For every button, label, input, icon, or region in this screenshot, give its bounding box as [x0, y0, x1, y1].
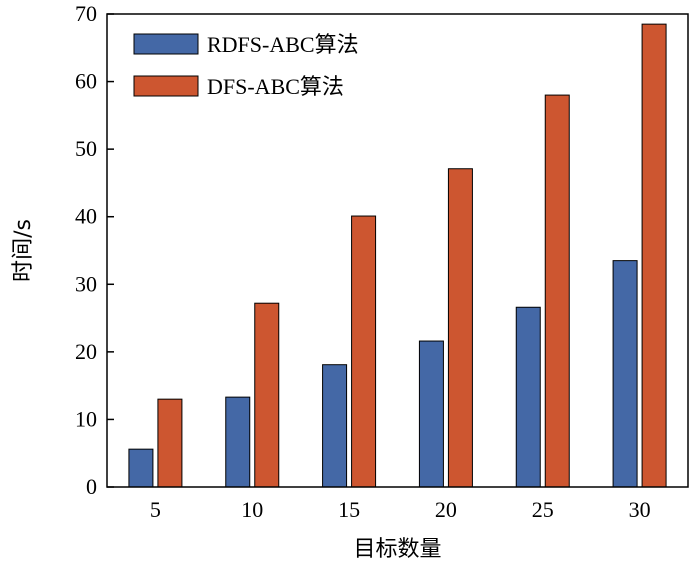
y-tick-label: 50 [75, 136, 97, 161]
y-tick-label: 40 [75, 204, 97, 229]
legend: RDFS-ABC算法 DFS-ABC算法 [133, 32, 359, 99]
y-tick-label: 30 [75, 271, 97, 296]
legend-label: DFS-ABC算法 [207, 74, 344, 99]
x-axis: 5 10 15 20 25 30 [150, 497, 651, 522]
x-tick-label: 10 [241, 497, 263, 522]
bar-rdfs-abc [128, 448, 154, 488]
bar-dfs-abc [447, 168, 473, 488]
bar-rdfs-abc [225, 396, 251, 488]
y-tick-label: 20 [75, 339, 97, 364]
y-axis-label: 时间/s [11, 219, 36, 282]
legend-label: RDFS-ABC算法 [207, 32, 359, 57]
bar-rdfs-abc [515, 306, 541, 488]
bar-dfs-abc [254, 302, 280, 488]
y-tick-label: 70 [75, 1, 97, 26]
x-tick-label: 25 [532, 497, 554, 522]
bar-dfs-abc [544, 94, 570, 488]
x-axis-label: 目标数量 [353, 537, 441, 562]
x-tick-label: 20 [435, 497, 457, 522]
y-tick-label: 10 [75, 406, 97, 431]
bar-dfs-abc [157, 398, 183, 488]
x-tick-label: 15 [338, 497, 360, 522]
plot-frame [106, 13, 689, 488]
bars-layer [128, 23, 667, 488]
x-tick-label: 30 [629, 497, 651, 522]
bar-dfs-abc [351, 215, 377, 488]
legend-swatch [133, 33, 199, 55]
bar-dfs-abc [641, 23, 667, 488]
bar-rdfs-abc [322, 364, 348, 488]
legend-swatch [133, 75, 199, 97]
bar-rdfs-abc [418, 340, 444, 488]
y-tick-label: 60 [75, 69, 97, 94]
y-axis: 0 10 20 30 40 50 60 70 [75, 1, 114, 499]
y-tick-label: 0 [86, 474, 97, 499]
bar-rdfs-abc [612, 260, 638, 488]
x-tick-label: 5 [150, 497, 161, 522]
